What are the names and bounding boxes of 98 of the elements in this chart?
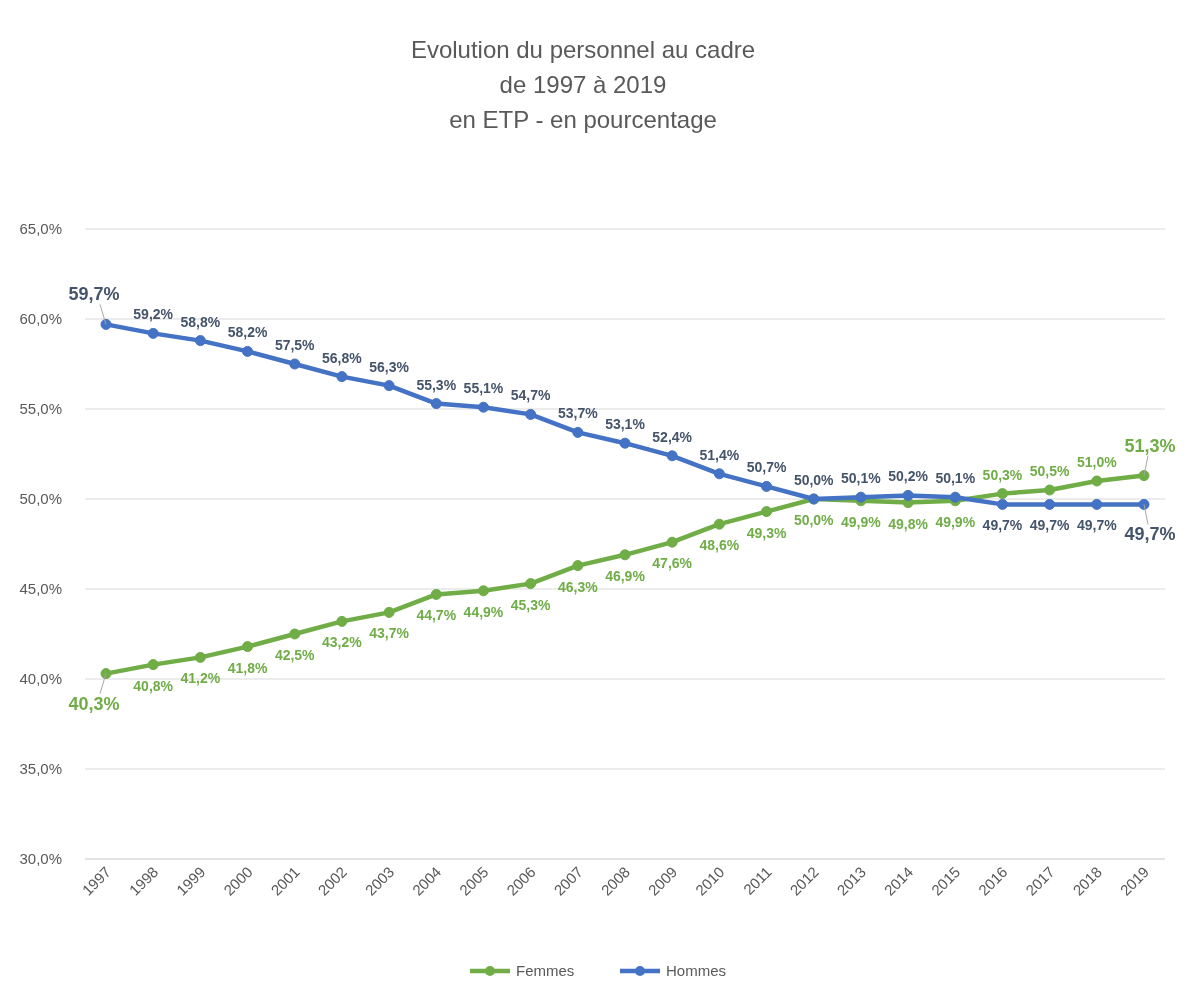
data-label: 50,7%: [746, 459, 787, 476]
data-label: 44,9%: [463, 603, 504, 620]
point: [572, 426, 584, 438]
point: [289, 628, 301, 640]
point: [1138, 498, 1150, 510]
legend-label: Femmes: [516, 962, 575, 979]
point: [902, 489, 914, 501]
point: [1091, 475, 1103, 487]
point: [855, 491, 867, 503]
point: [336, 371, 348, 383]
point: [194, 651, 206, 663]
point: [194, 335, 206, 347]
y-tick-label: 55,0%: [19, 400, 62, 417]
data-label: 51,3%: [1124, 435, 1176, 456]
data-label: 43,7%: [369, 625, 410, 642]
data-label: 40,8%: [133, 677, 174, 694]
point: [147, 327, 159, 339]
data-label: 50,3%: [982, 466, 1023, 483]
point: [289, 358, 301, 370]
point: [666, 536, 678, 548]
data-label: 59,2%: [133, 306, 174, 323]
point: [383, 606, 395, 618]
point: [996, 488, 1008, 500]
data-label: 45,3%: [510, 596, 552, 613]
data-label: 55,3%: [416, 376, 457, 393]
data-label: 50,1%: [935, 470, 976, 487]
y-tick-label: 60,0%: [19, 310, 62, 327]
data-label: 49,3%: [746, 524, 787, 541]
data-label: 49,7%: [1124, 524, 1176, 545]
point: [1044, 498, 1056, 510]
data-label: 41,2%: [180, 670, 221, 687]
point: [525, 408, 537, 420]
data-label: 53,1%: [605, 416, 646, 433]
point: [100, 318, 112, 330]
data-label: 42,5%: [274, 647, 316, 663]
point: [430, 588, 442, 600]
legend-label: Hommes: [666, 962, 727, 979]
point: [336, 615, 348, 627]
data-label: 51,4%: [699, 446, 740, 463]
point: [619, 437, 631, 449]
point: [666, 450, 678, 462]
point: [477, 585, 489, 597]
data-label: 47,6%: [652, 555, 693, 572]
data-label: 48,6%: [699, 537, 740, 554]
data-label: 49,9%: [935, 513, 976, 530]
data-label: 49,7%: [1076, 517, 1118, 534]
data-label: 52,4%: [652, 428, 693, 445]
point: [572, 560, 584, 572]
data-label: 46,3%: [557, 578, 599, 595]
point: [477, 401, 489, 413]
data-label: 51,0%: [1076, 454, 1118, 470]
data-label: 46,9%: [605, 567, 646, 584]
chart-title: Evolution du personnel au cadre de 1997 à 2019 en ETP - en pourcentage: [410, 36, 756, 133]
point: [619, 549, 631, 561]
point: [1091, 498, 1103, 510]
data-label: 44,7%: [416, 607, 457, 624]
data-label: 54,7%: [510, 387, 552, 404]
point: [242, 641, 254, 653]
y-tick-label: 40,0%: [19, 670, 62, 687]
data-label: 43,2%: [322, 634, 363, 651]
data-label: 50,5%: [1029, 463, 1071, 479]
point: [761, 480, 773, 492]
y-tick-label: 50,0%: [19, 490, 62, 507]
y-tick-label: 65,0%: [19, 220, 62, 237]
point: [713, 518, 725, 530]
data-label: 55,1%: [463, 380, 504, 397]
data-label: 49,9%: [841, 513, 882, 530]
point: [383, 380, 395, 392]
point: [242, 345, 254, 357]
data-label: 58,2%: [227, 324, 268, 341]
data-label: 49,7%: [1029, 517, 1071, 534]
point: [430, 398, 442, 410]
data-label: 58,8%: [180, 313, 221, 330]
data-label: 56,8%: [322, 349, 363, 366]
data-label: 41,8%: [227, 659, 268, 676]
point: [100, 668, 112, 680]
y-tick-label: 45,0%: [19, 580, 62, 597]
point: [761, 506, 773, 518]
data-label: 59,7%: [68, 284, 120, 305]
data-label: 50,1%: [841, 470, 882, 487]
point: [525, 578, 537, 590]
point: [996, 498, 1008, 510]
data-label: 49,8%: [888, 515, 929, 532]
point: [1044, 484, 1056, 496]
data-label: 56,3%: [369, 358, 410, 375]
data-label: 40,3%: [68, 693, 120, 714]
data-label: 50,2%: [888, 468, 929, 485]
y-tick-label: 30,0%: [19, 850, 62, 867]
y-tick-label: 35,0%: [19, 760, 62, 777]
point: [713, 468, 725, 480]
data-label: 53,7%: [557, 405, 599, 422]
data-label: 50,0%: [793, 472, 835, 488]
point: [147, 659, 159, 671]
data-label: 49,7%: [982, 517, 1023, 534]
data-label: 57,5%: [274, 337, 316, 353]
data-label: 50,0%: [793, 512, 835, 528]
point: [949, 491, 961, 503]
point: [1138, 470, 1150, 482]
